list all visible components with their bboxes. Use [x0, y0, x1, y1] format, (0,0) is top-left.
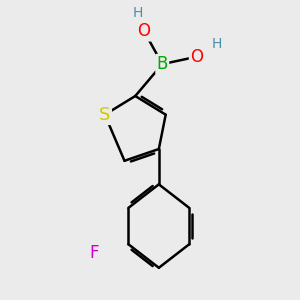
Text: O: O [190, 48, 203, 66]
Text: B: B [157, 55, 168, 73]
Text: H: H [133, 6, 143, 20]
Text: F: F [90, 244, 99, 262]
Text: H: H [212, 38, 222, 52]
Text: O: O [138, 22, 151, 40]
Text: S: S [99, 106, 110, 124]
